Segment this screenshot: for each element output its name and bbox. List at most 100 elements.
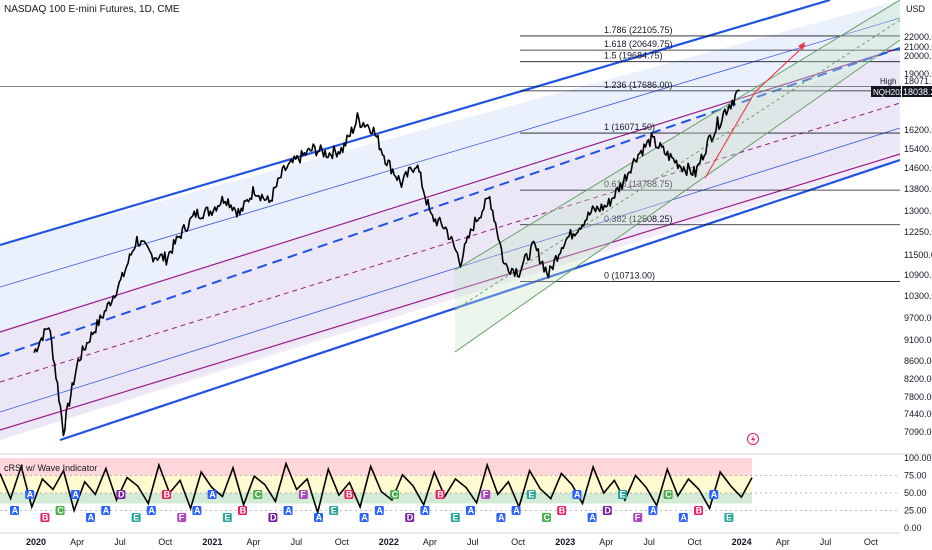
- crsi-indicator-pane[interactable]: AABCAAADEABFAAEBCDAFAEBAACDABEAFAAECBAAD…: [0, 453, 932, 523]
- time-tick-label: Oct: [864, 537, 879, 547]
- wave-badge-letter: F: [300, 490, 306, 500]
- green-channel-lower: [454, 39, 901, 353]
- wave-badge-letter: E: [726, 513, 732, 523]
- indicator-tick-label: 0.00: [904, 523, 922, 533]
- indicator-band: [0, 458, 752, 476]
- wave-badge: C: [542, 513, 551, 523]
- time-tick-label: Jul: [291, 537, 303, 547]
- wave-badge-letter: A: [103, 506, 110, 516]
- price-tick-label: 13800.00: [904, 184, 932, 194]
- wave-badge: B: [557, 506, 567, 516]
- thin-channel-upper: [0, 17, 901, 288]
- price-tick-label: 20000.00: [904, 51, 932, 61]
- time-tick-label: Jul: [820, 537, 832, 547]
- price-tick-label: 15400.00: [904, 144, 932, 154]
- wave-badge-letter: A: [680, 513, 687, 523]
- green-channel-upper: [454, 0, 901, 271]
- wave-badge: A: [86, 513, 95, 523]
- price-tick-label: 11500.00: [904, 250, 932, 260]
- wave-badge-letter: F: [635, 513, 641, 523]
- arrow-segment-1: [704, 91, 756, 179]
- time-tick-label: Apr: [247, 537, 261, 547]
- wave-badge: B: [435, 490, 445, 500]
- wave-badge: F: [633, 513, 643, 523]
- high-value: 18071.00: [904, 76, 932, 86]
- price-tick-label: 13000.00: [904, 206, 932, 216]
- wave-badge: A: [359, 513, 369, 523]
- regression-channels: [0, 0, 901, 442]
- wave-badge: A: [192, 506, 202, 516]
- indicator-band: [0, 475, 752, 493]
- wave-badge-letter: B: [346, 490, 353, 500]
- wave-badge-letter: A: [422, 506, 429, 516]
- high-marker: High 18071.00: [880, 76, 932, 86]
- wave-badge: A: [374, 506, 384, 516]
- wave-badge: A: [648, 506, 658, 516]
- time-tick-label: Jul: [643, 537, 655, 547]
- wave-badge-letter: C: [255, 490, 262, 500]
- wave-badge: B: [694, 506, 703, 516]
- wave-badge-letter: E: [133, 513, 139, 523]
- wave-badge: D: [268, 513, 278, 523]
- wave-badge-letter: C: [392, 490, 399, 500]
- time-tick-label: Apr: [423, 537, 437, 547]
- wave-badge-letter: B: [437, 490, 444, 500]
- wave-badge-letter: A: [513, 506, 520, 516]
- wave-badge-letter: E: [331, 506, 337, 516]
- time-tick-label: Oct: [511, 537, 526, 547]
- wave-badge-letter: B: [240, 506, 247, 516]
- wave-badge-letter: C: [57, 506, 64, 516]
- price-tick-label: 12250.00: [904, 227, 932, 237]
- fib-level-label: 1.618 (20649.75): [604, 39, 673, 49]
- wave-badge-letter: D: [118, 490, 125, 500]
- wave-badge: A: [466, 506, 475, 516]
- wave-badge: A: [496, 513, 506, 523]
- wave-badge-letter: A: [27, 490, 34, 500]
- price-tick-label: 8600.00: [904, 356, 932, 366]
- green-channel-fill: [455, 0, 900, 352]
- wave-badge-letter: E: [528, 490, 534, 500]
- price-tick-label: 9700.00: [904, 313, 932, 323]
- lightning-icon[interactable]: [747, 433, 759, 445]
- indicator-tick-label: 50.00: [904, 488, 927, 498]
- wave-badge: B: [344, 490, 354, 500]
- wave-badge-letter: A: [88, 513, 95, 523]
- price-line: [33, 89, 740, 437]
- last-price: 18038.25: [903, 87, 932, 97]
- time-tick-label: 2020: [26, 537, 46, 547]
- time-tick-label: 2024: [732, 537, 752, 547]
- indicator-axis-ticks: 100.00 75.00 50.00 25.00 0.00: [904, 453, 932, 533]
- price-series: [33, 89, 740, 437]
- wave-badge-letter: A: [650, 506, 657, 516]
- wave-badge: D: [116, 490, 126, 500]
- wave-badge: B: [238, 506, 247, 516]
- indicator-title: cRSI w/ Wave Indicator: [4, 463, 97, 473]
- time-tick-label: Jul: [114, 537, 126, 547]
- wave-badge: E: [526, 490, 536, 500]
- time-tick-label: Apr: [776, 537, 790, 547]
- fib-level-label: 1.236 (17686.00): [604, 80, 673, 90]
- wave-badge: A: [146, 506, 156, 516]
- wave-badge: A: [207, 490, 217, 500]
- price-tick-label: 19000.00: [904, 69, 932, 79]
- fib-level-label: 1 (16071.50): [604, 122, 655, 132]
- wave-badge-letter: B: [42, 513, 49, 523]
- wave-badge-letter: C: [544, 513, 551, 523]
- time-axis-ticks[interactable]: 2020 Apr Jul Oct 2021 Apr Jul Oct 2022 Apr Jul Oct 2…: [26, 537, 878, 547]
- wave-badge: E: [450, 513, 460, 523]
- wave-badge-letter: A: [148, 506, 155, 516]
- time-tick-label: 2023: [555, 537, 575, 547]
- median-dashed-blue: [0, 47, 901, 357]
- indicator-band: [0, 493, 752, 504]
- fib-level-label: 0.618 (13758.75): [604, 179, 673, 189]
- wave-badge-letter: A: [361, 513, 368, 523]
- wave-badge-letter: A: [194, 506, 201, 516]
- time-tick-label: 2021: [202, 537, 222, 547]
- wave-badge: F: [177, 513, 187, 523]
- price-axis-ticks: 22000.0021000.0020000.0019000.0017600.00…: [904, 32, 932, 437]
- time-tick-label: 2022: [379, 537, 399, 547]
- wave-badge: C: [55, 506, 65, 516]
- indicator-tick-label: 25.00: [904, 506, 927, 516]
- wave-badge: A: [314, 513, 323, 523]
